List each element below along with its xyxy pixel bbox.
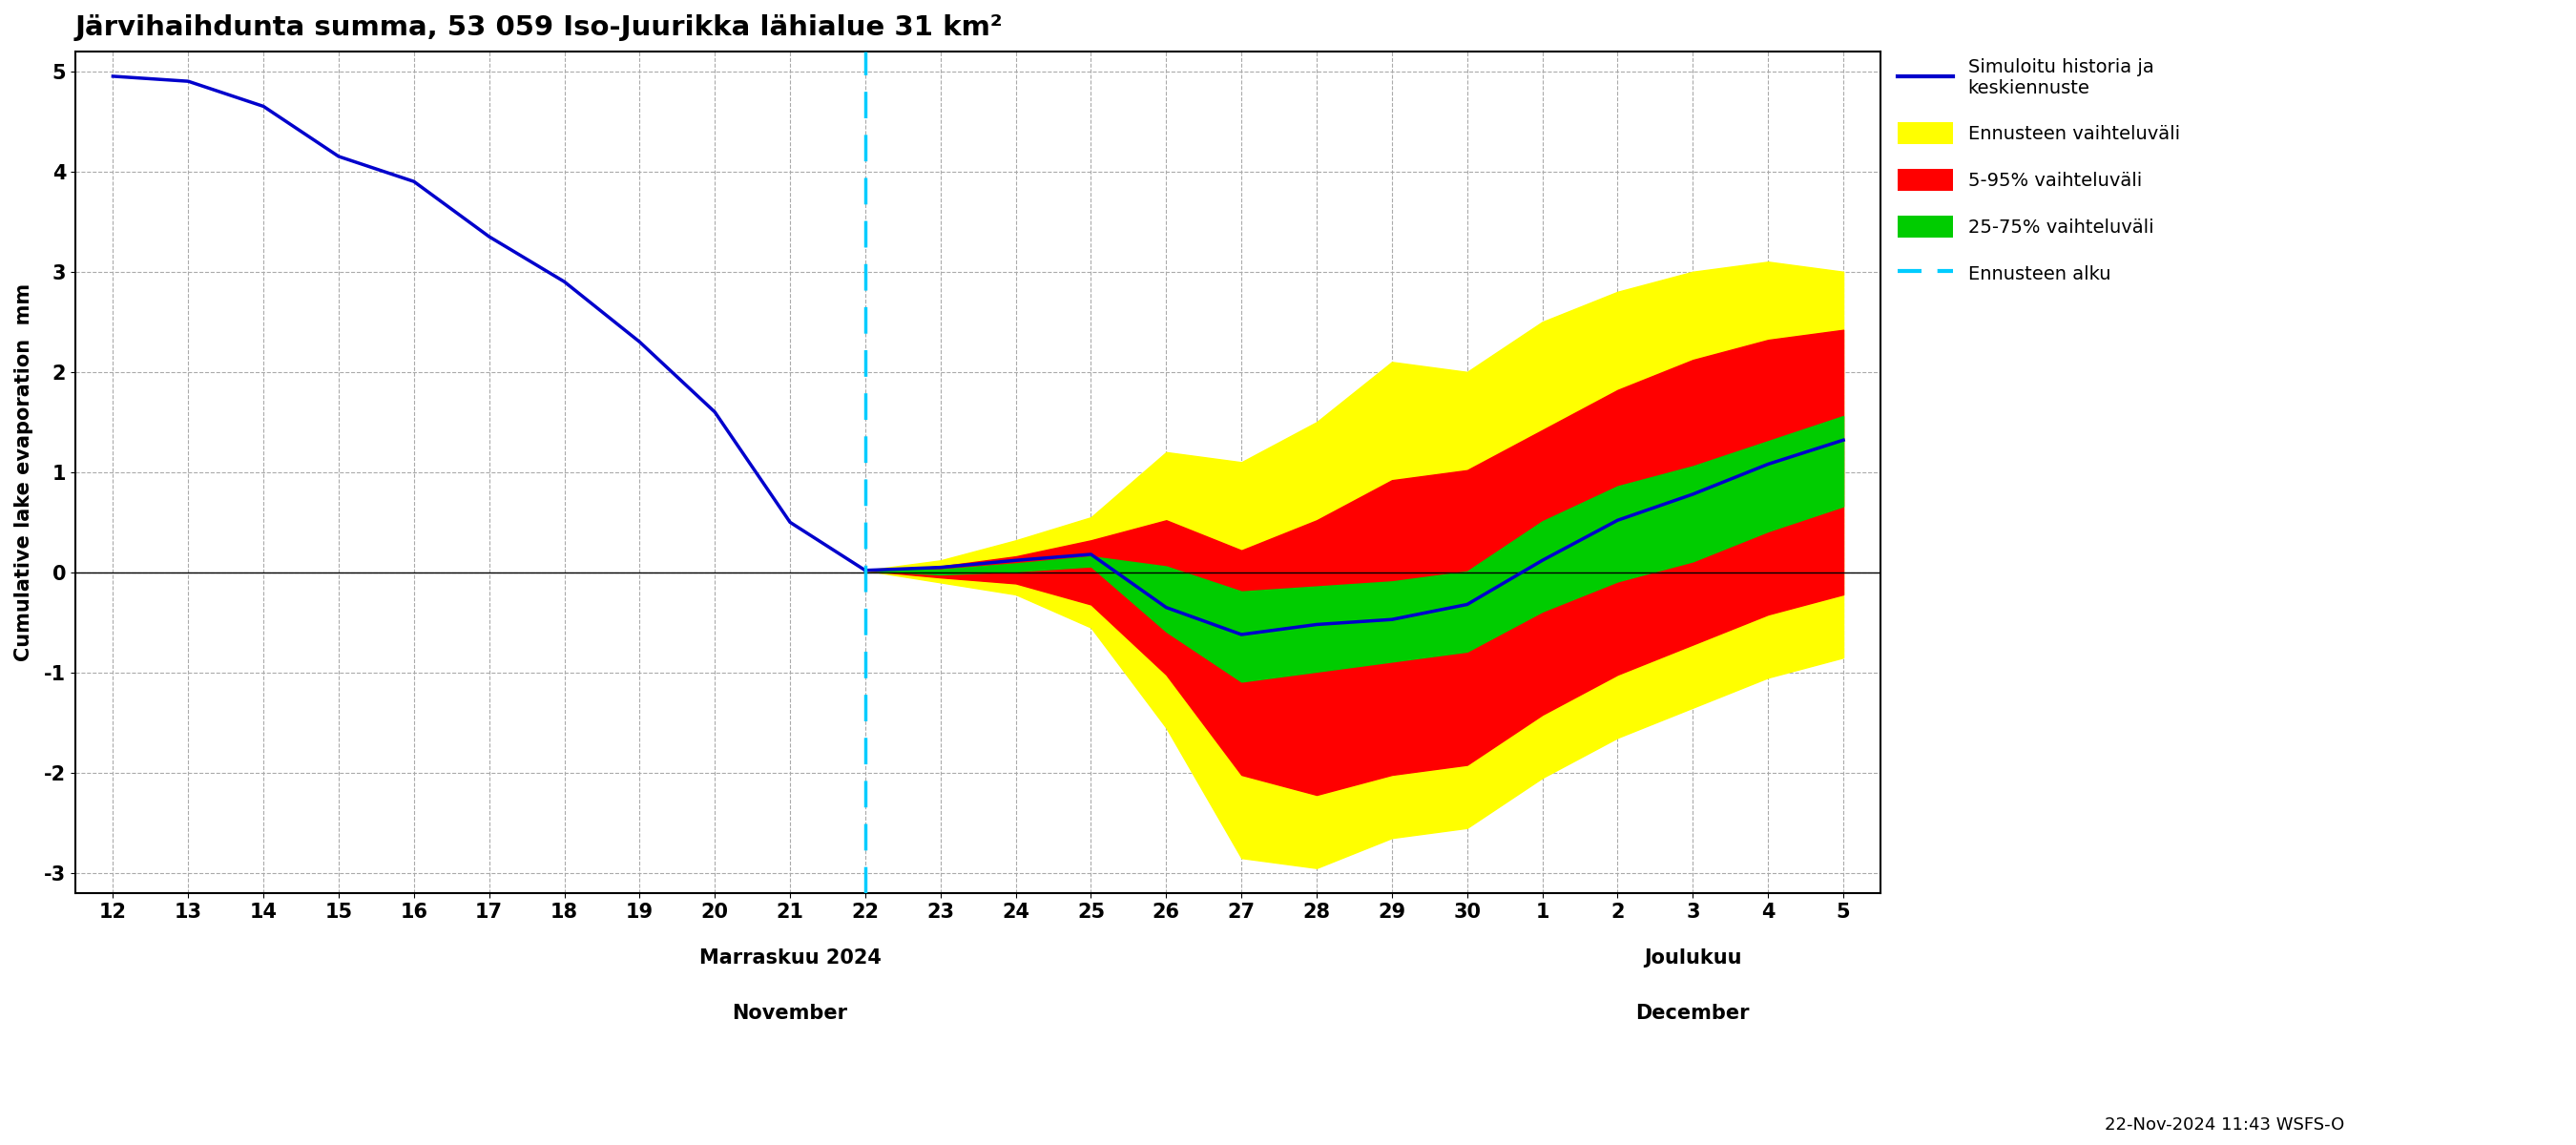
Text: November: November [732, 1003, 848, 1022]
Text: Joulukuu: Joulukuu [1643, 948, 1741, 968]
Text: Järvihaihdunta summa, 53 059 Iso-Juurikka lähialue 31 km²: Järvihaihdunta summa, 53 059 Iso-Juurikk… [75, 14, 1002, 41]
Text: 22-Nov-2024 11:43 WSFS-O: 22-Nov-2024 11:43 WSFS-O [2105, 1116, 2344, 1134]
Text: December: December [1636, 1003, 1749, 1022]
Text: Marraskuu 2024: Marraskuu 2024 [698, 948, 881, 968]
Legend: Simuloitu historia ja
keskiennuste, Ennusteen vaihteluväli, 5-95% vaihteluväli, : Simuloitu historia ja keskiennuste, Ennu… [1891, 52, 2187, 292]
Y-axis label: Cumulative lake evaporation  mm: Cumulative lake evaporation mm [15, 283, 33, 661]
